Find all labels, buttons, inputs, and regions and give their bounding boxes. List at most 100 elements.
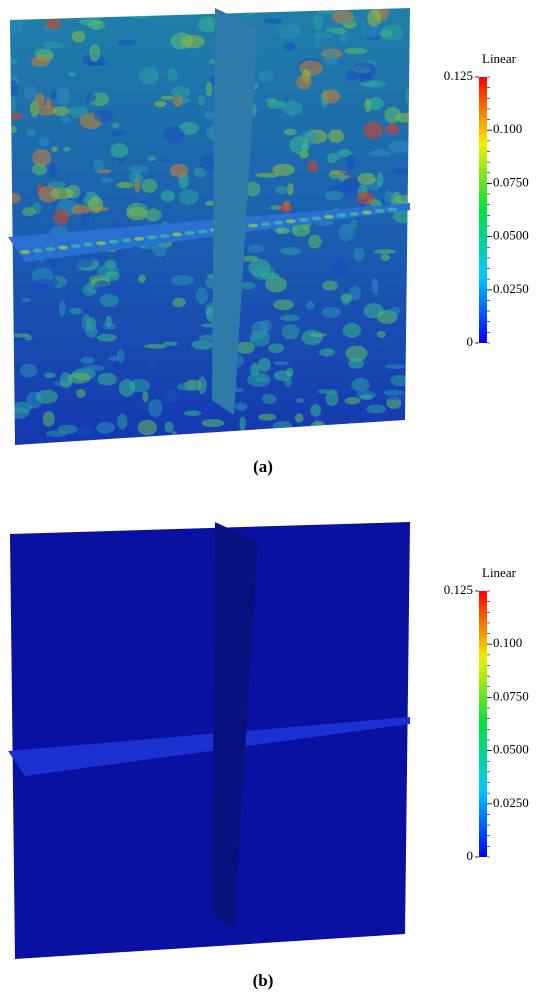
slice-blob: [96, 241, 106, 245]
field-blob: [122, 439, 130, 447]
field-blob: [247, 373, 271, 387]
field-blob: [367, 9, 381, 26]
slice-blob: [121, 238, 131, 242]
field-blob: [112, 123, 120, 129]
field-blob: [367, 97, 384, 110]
field-blob: [287, 183, 294, 196]
field-blob: [344, 48, 367, 54]
slice-blob: [349, 212, 359, 216]
field-blob: [240, 4, 251, 14]
field-blob: [403, 436, 417, 448]
field-blob: [83, 365, 105, 372]
field-blob: [258, 414, 276, 421]
field-blob: [51, 187, 74, 199]
field-blob: [121, 437, 138, 450]
figure: Linear0.1250.1000.07500.05000.02500(a)Li…: [0, 0, 537, 1000]
field-blob: [32, 278, 55, 296]
field-blob: [172, 298, 185, 308]
field-blob: [393, 434, 415, 451]
field-blob: [352, 62, 376, 80]
field-blob: [198, 377, 207, 394]
field-blob: [391, 375, 410, 386]
field-blob: [339, 174, 346, 181]
field-blob: [275, 186, 288, 194]
field-blob: [384, 190, 393, 203]
field-blob: [326, 50, 337, 65]
field-blob: [6, 126, 17, 134]
field-blob: [97, 373, 117, 386]
tick-label: 0: [467, 848, 474, 863]
field-blob: [357, 192, 374, 204]
field-blob: [322, 307, 341, 318]
field-blob: [59, 300, 66, 316]
field-blob: [405, 89, 411, 104]
field-blob: [372, 278, 378, 295]
field-blob: [384, 364, 406, 369]
field-blob: [45, 18, 61, 29]
field-blob: [322, 89, 340, 103]
field-blob: [262, 394, 277, 404]
slice-blob: [134, 237, 144, 241]
field-blob: [49, 163, 56, 178]
field-blob: [204, 111, 215, 119]
field-blob: [273, 361, 289, 365]
field-blob: [348, 358, 364, 368]
field-blob: [129, 166, 150, 173]
field-blob: [164, 421, 173, 432]
field-blob: [97, 334, 117, 342]
field-blob: [12, 402, 32, 414]
field-blob: [258, 358, 271, 372]
slice-blob: [261, 222, 271, 226]
field-blob: [307, 161, 318, 173]
field-blob: [10, 95, 17, 112]
field-blob: [89, 44, 100, 62]
field-blob: [201, 419, 224, 427]
tick-label: 0.0250: [493, 281, 529, 296]
field-blob: [86, 62, 109, 66]
field-blob: [284, 129, 297, 136]
field-blob: [377, 173, 384, 187]
field-blob: [251, 335, 258, 342]
field-blob: [283, 431, 301, 443]
field-blob: [331, 259, 346, 275]
field-blob: [74, 256, 93, 268]
field-blob: [280, 247, 301, 255]
field-blob: [325, 191, 345, 201]
field-blob: [119, 379, 135, 397]
field-blob: [32, 149, 51, 166]
field-blob: [129, 13, 150, 18]
field-blob: [312, 32, 333, 38]
field-blob: [3, 59, 18, 65]
field-blob: [184, 410, 201, 416]
slice-blob: [58, 246, 68, 250]
field-blob: [161, 157, 170, 162]
field-blob: [148, 399, 162, 417]
field-blob: [154, 101, 166, 107]
field-blob: [110, 143, 128, 158]
slice-blob: [83, 243, 93, 247]
field-blob: [23, 87, 37, 100]
field-blob: [235, 402, 248, 411]
field-blob: [309, 425, 320, 439]
field-blob: [313, 423, 322, 428]
field-blob: [5, 403, 15, 417]
field-blob: [272, 164, 294, 176]
field-blob: [51, 147, 58, 152]
field-blob: [56, 87, 70, 105]
field-blob: [261, 272, 279, 278]
slice-blob: [159, 234, 169, 238]
field-blob: [141, 179, 157, 193]
field-blob: [305, 302, 314, 310]
colorbar: [479, 591, 487, 857]
field-blob: [94, 280, 110, 293]
field-blob: [322, 280, 338, 290]
field-blob: [76, 427, 94, 435]
field-blob: [86, 92, 96, 102]
field-blob: [313, 14, 323, 31]
slice-blob: [185, 231, 195, 235]
slice-blob: [172, 232, 182, 236]
field-blob: [310, 333, 327, 337]
field-blob: [117, 40, 136, 46]
field-blob: [325, 432, 342, 447]
field-blob: [288, 100, 297, 117]
